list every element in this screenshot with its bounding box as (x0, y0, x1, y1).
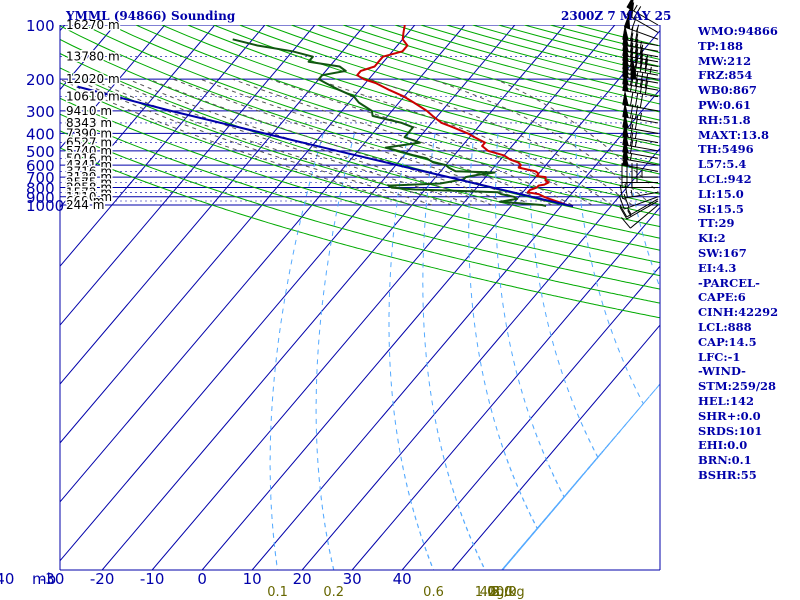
height-label: 10610 m (66, 90, 120, 104)
dry-adiabat-line (110, 25, 800, 570)
temperature-tick-label: -10 (140, 570, 165, 588)
dry-adiabat-line (7, 25, 800, 570)
chart-grid (0, 25, 800, 570)
stats-item: PW:0.61 (698, 98, 778, 113)
temperature-tick-label: 20 (293, 570, 312, 588)
pressure-tick-label: 300 (26, 103, 55, 121)
temperature-tick-label: 30 (343, 570, 362, 588)
stats-item: HEL:142 (698, 394, 778, 409)
stats-item: SW:167 (698, 246, 778, 261)
chart-labels: 1002003004005006007008009001000mb-80-70-… (0, 17, 660, 600)
stats-item: LI:15.0 (698, 187, 778, 202)
stats-item: SRDS:101 (698, 424, 778, 439)
stats-item: BRN:0.1 (698, 453, 778, 468)
mixing-ratio-line (496, 133, 565, 570)
wind-barb-half-flag (650, 67, 651, 74)
height-label: 13780 m (66, 50, 120, 64)
moist-adiabat-line (128, 79, 492, 205)
stats-item: LFC:-1 (698, 350, 778, 365)
temperature-tick-label: -20 (90, 570, 115, 588)
wind-barb-pennant (623, 91, 629, 106)
pressure-tick-label: 100 (26, 17, 55, 35)
wind-barb-half-flag (631, 190, 632, 197)
stats-item: STM:259/28 (698, 379, 778, 394)
stats-item: TT:29 (698, 216, 778, 231)
mixing-ratio-label: 40g/kg (480, 585, 525, 600)
dry-adiabat-line (84, 25, 800, 570)
stats-item: CINH:42292 (698, 305, 778, 320)
temperature-tick-label: 0 (197, 570, 207, 588)
stats-item: SI:15.5 (698, 202, 778, 217)
mixing-ratio-line (270, 133, 323, 570)
temperature-tick-label: -40 (0, 570, 14, 588)
stats-item: -WIND- (698, 364, 778, 379)
isotherm-line (202, 25, 665, 570)
chart-title: YMML (94866) Sounding (66, 9, 235, 23)
wind-barb-half-flag (640, 113, 641, 120)
stats-item: FRZ:854 (698, 68, 778, 83)
isotherm-line (0, 25, 15, 570)
wind-barb-half-flag (635, 132, 636, 139)
height-label: 244 m (66, 198, 104, 212)
mixing-ratio-line (469, 133, 538, 570)
mixing-ratio-label: 0.1 (267, 585, 288, 600)
stats-item: LCL:888 (698, 320, 778, 335)
pressure-tick-label: 200 (26, 71, 55, 89)
stats-item: TP:188 (698, 39, 778, 54)
temperature-tick-label: 40 (393, 570, 412, 588)
pressure-tick-label: 1000 (26, 197, 64, 215)
mixing-ratio-line (502, 133, 643, 570)
stats-item: KI:2 (698, 231, 778, 246)
pressure-tick-label: 400 (26, 125, 55, 143)
temperature-tick-label: 10 (243, 570, 262, 588)
stats-item: L57:5.4 (698, 157, 778, 172)
stats-item: EHI:0.0 (698, 438, 778, 453)
stats-item: MAXT:13.8 (698, 128, 778, 143)
stats-item: WMO:94866 (698, 24, 778, 39)
mixing-ratio-label: 0.2 (323, 585, 344, 600)
stats-item: WB0:867 (698, 83, 778, 98)
wind-barb-flag (640, 94, 642, 108)
stats-panel: WMO:94866 TP:188 MW:212 FRZ:854 WB0:867 PW:0.… (698, 24, 778, 483)
stats-item: TH:5496 (698, 142, 778, 157)
isotherm-line (102, 25, 565, 570)
wind-barb-half-flag (630, 153, 631, 160)
mixing-ratio-line (316, 133, 354, 570)
chart-timestamp: 2300Z 7 MAY 25 (561, 9, 671, 23)
wind-barb-flag (630, 92, 632, 106)
stats-item: CAP:14.5 (698, 335, 778, 350)
temperature-tick-label: -30 (40, 570, 65, 588)
stats-item: BSHR:55 (698, 468, 778, 483)
stats-item: EI:4.3 (698, 261, 778, 276)
stats-item: RH:51.8 (698, 113, 778, 128)
mixing-ratio-label: 0.6 (423, 585, 444, 600)
mixing-ratio-line (389, 133, 434, 570)
wind-barb-flag (635, 93, 637, 107)
stats-item: -PARCEL- (698, 276, 778, 291)
stats-item: CAPE:6 (698, 290, 778, 305)
stats-item: LCL:942 (698, 172, 778, 187)
wind-barb (623, 151, 658, 171)
height-label: 12020 m (66, 72, 120, 86)
stats-item: SHR+:0.0 (698, 409, 778, 424)
stats-item: MW:212 (698, 54, 778, 69)
